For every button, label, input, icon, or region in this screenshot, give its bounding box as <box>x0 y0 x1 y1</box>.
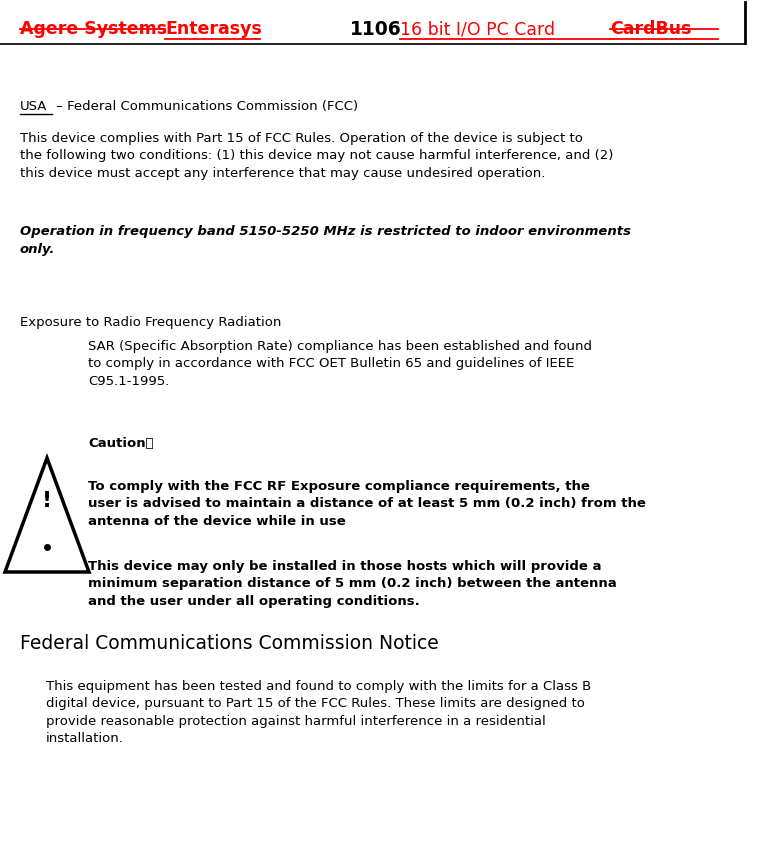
Text: CardBus: CardBus <box>610 20 691 38</box>
Text: This device complies with Part 15 of FCC Rules. Operation of the device is subje: This device complies with Part 15 of FCC… <box>20 132 613 180</box>
Text: Federal Communications Commission Notice: Federal Communications Commission Notice <box>20 634 439 653</box>
Text: To comply with the FCC RF Exposure compliance requirements, the
user is advised : To comply with the FCC RF Exposure compl… <box>88 480 646 528</box>
Text: Agere Systems: Agere Systems <box>20 20 167 38</box>
Text: SAR (Specific Absorption Rate) compliance has been established and found
to comp: SAR (Specific Absorption Rate) complianc… <box>88 340 592 388</box>
Text: USA: USA <box>20 100 47 113</box>
Text: This equipment has been tested and found to comply with the limits for a Class B: This equipment has been tested and found… <box>46 680 591 745</box>
Text: 1106: 1106 <box>350 20 402 39</box>
Text: Operation in frequency band 5150-5250 MHz is restricted to indoor environments
o: Operation in frequency band 5150-5250 MH… <box>20 225 631 255</box>
Text: Exposure to Radio Frequency Radiation: Exposure to Radio Frequency Radiation <box>20 316 281 329</box>
Text: This device may only be installed in those hosts which will provide a
minimum se: This device may only be installed in tho… <box>88 560 616 608</box>
Text: Caution：: Caution： <box>88 437 154 450</box>
Text: !: ! <box>42 492 52 511</box>
Text: Enterasys: Enterasys <box>165 20 262 38</box>
Text: 16 bit I/O PC Card: 16 bit I/O PC Card <box>400 20 555 38</box>
Text: – Federal Communications Commission (FCC): – Federal Communications Commission (FCC… <box>52 100 358 113</box>
